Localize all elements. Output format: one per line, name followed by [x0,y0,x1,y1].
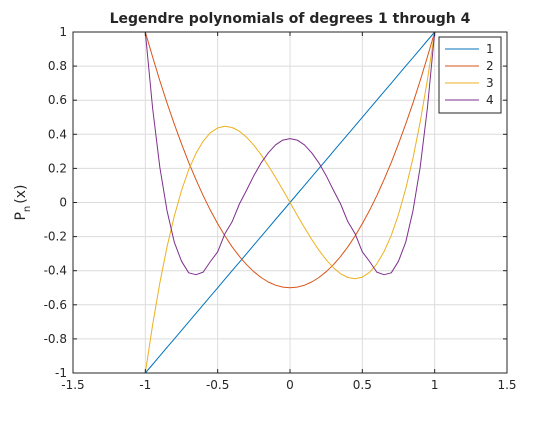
y-tick-label: 0 [59,196,67,210]
y-tick-label: -0.4 [44,264,67,278]
y-axis-label-suffix: (x) [13,184,29,203]
x-tick-label: -0.5 [206,378,229,392]
y-axis-label-subscript: n [22,206,33,212]
series-line-2 [144,31,436,289]
y-tick-label: 0.2 [48,161,67,175]
x-tick-label: -1.5 [61,378,84,392]
x-tick-label: 0.5 [353,378,372,392]
tick-marks [72,31,508,374]
series-group [144,31,436,374]
x-tick-label: 0 [286,378,294,392]
legend-label-3: 3 [486,76,494,90]
chart-title: Legendre polynomials of degrees 1 throug… [110,11,471,27]
legend-items: 1 2 3 4 [445,42,494,107]
legend: 1 2 3 4 [438,36,502,114]
x-tick-labels: -1.5 -1 -0.5 0 0.5 1 1.5 [61,378,516,392]
y-tick-label: -0.6 [44,298,67,312]
y-axis-label-main: P [13,212,29,220]
legend-label-2: 2 [486,59,494,73]
y-tick-labels: -1 -0.8 -0.6 -0.4 -0.2 0 0.2 0.4 0.6 0.8 1 [44,25,67,380]
y-tick-label: 0.6 [48,93,67,107]
x-tick-label: 1 [431,378,439,392]
y-tick-label: 1 [59,25,67,39]
legend-label-1: 1 [486,42,494,56]
y-tick-label: 0.4 [48,127,67,141]
x-tick-label: 1.5 [497,378,516,392]
series-line-4 [144,31,436,276]
series-line-3 [144,31,436,374]
y-tick-label: -1 [55,366,67,380]
y-tick-label: 0.8 [48,59,67,73]
y-tick-label: -0.2 [44,230,67,244]
x-tick-label: -1 [139,378,151,392]
y-axis-label: Pn (x) [13,184,33,220]
y-tick-label: -0.8 [44,332,67,346]
legend-label-4: 4 [486,93,494,107]
